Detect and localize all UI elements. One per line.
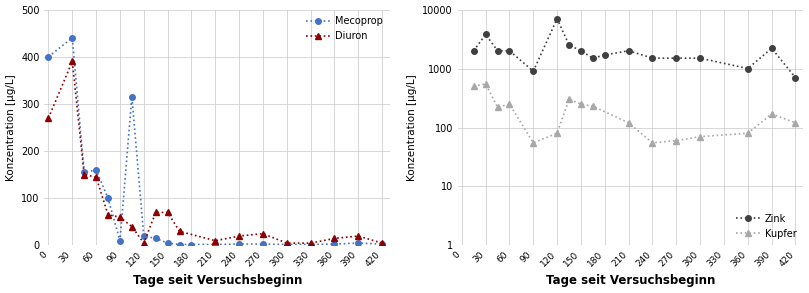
Mecoprop [377, 242, 387, 246]
Zink [493, 49, 502, 52]
Line: Diuron: Diuron [45, 58, 385, 246]
Diuron [150, 211, 160, 214]
Zink [481, 33, 490, 36]
Zink [600, 53, 610, 57]
Y-axis label: Konzentration [µg/L]: Konzentration [µg/L] [6, 74, 15, 181]
Kupfer [469, 84, 479, 88]
Kupfer [695, 135, 705, 138]
Zink [505, 49, 515, 52]
Mecoprop [139, 234, 149, 238]
Diuron [115, 215, 125, 219]
Mecoprop [67, 36, 77, 40]
Mecoprop [79, 171, 89, 174]
Diuron [306, 241, 316, 245]
Kupfer [493, 105, 502, 109]
Mecoprop [235, 242, 244, 246]
Diuron [210, 239, 220, 243]
Zink [588, 56, 598, 60]
Mecoprop [150, 237, 160, 240]
Kupfer [588, 104, 598, 108]
Legend: Mecoprop, Diuron: Mecoprop, Diuron [304, 14, 385, 43]
Kupfer [481, 82, 490, 86]
Kupfer [553, 132, 562, 135]
Kupfer [648, 141, 658, 144]
Diuron [258, 232, 268, 236]
Line: Mecoprop: Mecoprop [45, 35, 385, 247]
Diuron [354, 234, 363, 238]
Diuron [79, 173, 89, 176]
Zink [528, 69, 538, 73]
Kupfer [564, 98, 574, 101]
Zink [767, 47, 777, 50]
Diuron [329, 237, 339, 240]
Mecoprop [115, 239, 125, 243]
Zink [695, 56, 705, 60]
Mecoprop [127, 95, 137, 99]
Mecoprop [91, 168, 101, 172]
Line: Zink: Zink [471, 16, 798, 81]
Diuron [44, 116, 53, 120]
Zink [790, 76, 800, 79]
Diuron [235, 234, 244, 238]
Mecoprop [175, 243, 184, 246]
Zink [553, 17, 562, 21]
Kupfer [505, 102, 515, 106]
Zink [469, 49, 479, 52]
Mecoprop [104, 197, 113, 200]
Kupfer [576, 102, 586, 106]
Y-axis label: Konzentration [µg/L]: Konzentration [µg/L] [407, 74, 417, 181]
Diuron [282, 241, 292, 245]
Diuron [139, 241, 149, 245]
Diuron [67, 60, 77, 63]
Zink [648, 56, 658, 60]
Diuron [127, 225, 137, 228]
Kupfer [528, 141, 538, 144]
Diuron [104, 213, 113, 217]
Kupfer [767, 112, 777, 116]
Diuron [377, 241, 387, 245]
Zink [576, 49, 586, 52]
Zink [671, 56, 681, 60]
Mecoprop [44, 55, 53, 59]
Mecoprop [187, 243, 197, 246]
Zink [624, 49, 633, 52]
Mecoprop [329, 242, 339, 246]
Zink [743, 67, 752, 70]
Diuron [163, 211, 172, 214]
Diuron [91, 175, 101, 179]
Kupfer [743, 132, 752, 135]
Mecoprop [163, 241, 172, 245]
Diuron [175, 229, 184, 233]
X-axis label: Tage seit Versuchsbeginn: Tage seit Versuchsbeginn [133, 275, 302, 287]
Kupfer [624, 121, 633, 125]
Legend: Zink, Kupfer: Zink, Kupfer [734, 212, 798, 241]
Kupfer [671, 139, 681, 142]
Mecoprop [306, 243, 316, 246]
Kupfer [790, 121, 800, 125]
Mecoprop [210, 243, 220, 246]
X-axis label: Tage seit Versuchsbeginn: Tage seit Versuchsbeginn [546, 275, 715, 287]
Mecoprop [282, 243, 292, 246]
Line: Kupfer: Kupfer [471, 81, 798, 146]
Mecoprop [258, 242, 268, 246]
Mecoprop [354, 241, 363, 245]
Zink [564, 43, 574, 47]
